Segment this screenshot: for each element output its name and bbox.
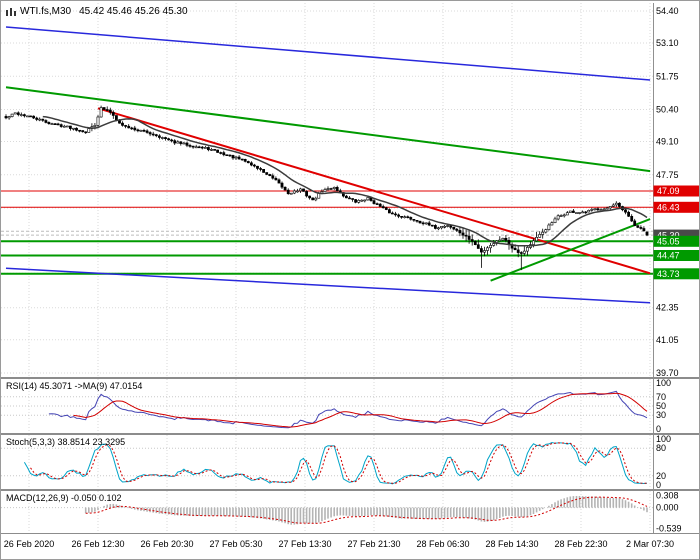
svg-text:0.308: 0.308	[656, 491, 679, 501]
svg-text:43.73: 43.73	[657, 269, 680, 279]
svg-text:41.05: 41.05	[656, 335, 679, 345]
time-axis-label: 26 Feb 2020	[3, 539, 55, 549]
macd-panel-canvas[interactable]: 0.308 0.000 -0.539	[1, 491, 700, 533]
time-axis-label: 28 Feb 22:30	[554, 539, 608, 549]
chart-ohlc-values: 45.42 45.46 45.26 45.30	[79, 6, 188, 17]
time-axis-label: 28 Feb 14:30	[485, 539, 539, 549]
chart-symbol-label: WTI.fs,M30	[20, 6, 72, 17]
svg-text:49.10: 49.10	[656, 137, 679, 147]
svg-text:100: 100	[656, 435, 671, 444]
macd-indicator-label: MACD(12,26,9) -0.050 0.102	[6, 493, 122, 503]
main-chart-canvas[interactable]: 54.40 53.10 51.75 50.40 49.10 47.75 42.35 41.05…	[1, 3, 700, 377]
svg-text:54.40: 54.40	[656, 6, 679, 16]
price-axis[interactable]	[652, 1, 699, 533]
svg-text:0.000: 0.000	[656, 503, 679, 513]
time-axis-label: 28 Feb 06:30	[416, 539, 470, 549]
svg-text:30: 30	[656, 410, 666, 420]
svg-text:20: 20	[656, 471, 666, 481]
svg-text:53.10: 53.10	[656, 38, 679, 48]
svg-text:50.40: 50.40	[656, 105, 679, 115]
panel-splitter[interactable]	[1, 433, 699, 435]
time-axis-label: 27 Feb 13:30	[278, 539, 332, 549]
time-axis-label: 2 Mar 07:30	[625, 539, 675, 549]
svg-text:47.75: 47.75	[656, 170, 679, 180]
svg-text:44.47: 44.47	[657, 251, 680, 261]
svg-text:47.09: 47.09	[657, 186, 680, 196]
svg-text:46.43: 46.43	[657, 203, 680, 213]
panel-splitter[interactable]	[1, 377, 699, 379]
chart-title: WTI.fs,M30 45.42 45.46 45.26 45.30	[6, 6, 188, 17]
chart-symbol-icon	[6, 7, 16, 17]
svg-text:42.35: 42.35	[656, 303, 679, 313]
svg-text:70: 70	[656, 392, 666, 402]
stochastic-indicator-label: Stoch(5,3,3) 38.8514 23.3295	[6, 437, 126, 447]
svg-text:45.05: 45.05	[657, 237, 680, 247]
svg-text:51.75: 51.75	[656, 71, 679, 81]
panel-splitter[interactable]	[1, 489, 699, 491]
time-axis-label: 27 Feb 21:30	[347, 539, 401, 549]
svg-text:0: 0	[656, 424, 661, 433]
svg-text:50: 50	[656, 401, 666, 411]
svg-text:39.70: 39.70	[656, 368, 679, 377]
svg-text:80: 80	[656, 443, 666, 453]
time-axis-label: 26 Feb 12:30	[71, 539, 125, 549]
time-axis-label: 27 Feb 05:30	[209, 539, 263, 549]
svg-text:-0.539: -0.539	[656, 524, 682, 533]
svg-text:0: 0	[656, 480, 661, 489]
svg-text:45.30: 45.30	[657, 230, 680, 240]
time-axis[interactable]: 26 Feb 2020 26 Feb 12:30 26 Feb 20:30 27 Fe…	[1, 533, 699, 559]
rsi-indicator-label: RSI(14) 45.3071 ->MA(9) 47.0154	[6, 381, 143, 391]
time-axis-label: 26 Feb 20:30	[140, 539, 194, 549]
svg-text:100: 100	[656, 379, 671, 388]
